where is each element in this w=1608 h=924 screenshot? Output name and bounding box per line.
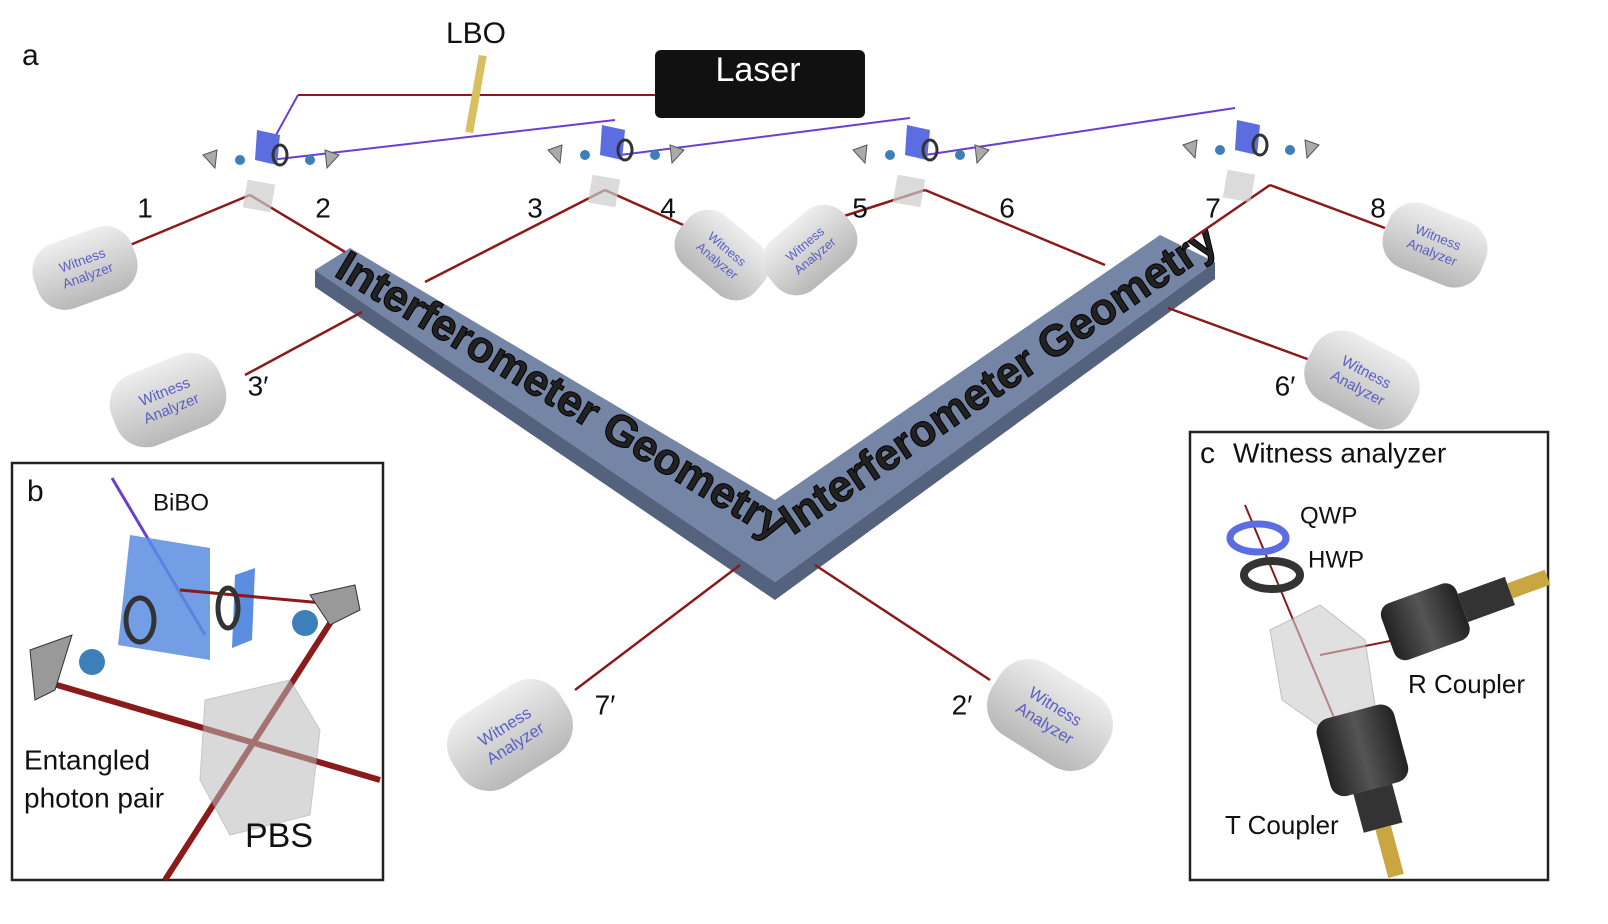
port-label: 5: [852, 192, 868, 223]
pbs: [242, 179, 276, 213]
r-coupler-label: R Coupler: [1408, 669, 1525, 699]
port-label: 7: [1205, 192, 1221, 223]
analyzer-body: [32, 226, 138, 310]
qwp-label: QWP: [1300, 502, 1357, 529]
entangled-label: photon pair: [24, 782, 164, 813]
port-label: 1: [137, 192, 153, 223]
bibo-label: BiBO: [153, 489, 209, 516]
port-label: 6′: [1275, 370, 1296, 401]
lbo-crystal: [465, 54, 487, 134]
port-label: 2′: [952, 689, 973, 720]
prism: [202, 149, 218, 170]
laser: Laser: [655, 50, 865, 118]
panel-b: b BiBO Entangled photon pair PBS: [10, 461, 385, 882]
panel-label: c: [1200, 437, 1215, 470]
port-label: 3′: [248, 370, 269, 401]
panel-c: c Witness analyzer QWP HWP R Coupler T C…: [1188, 430, 1551, 882]
waveplate: [271, 143, 289, 167]
panel-label: b: [27, 475, 44, 508]
lens: [885, 150, 895, 160]
lens: [305, 155, 315, 165]
prism: [1304, 139, 1320, 160]
waveplate: [921, 138, 939, 162]
port-label: 7′: [595, 689, 616, 720]
port-label: 2: [315, 192, 331, 223]
waveplate: [1251, 133, 1269, 157]
port-label: 3: [527, 192, 543, 223]
lens: [580, 150, 590, 160]
port-label: 8: [1370, 192, 1386, 223]
lens: [955, 150, 965, 160]
prism: [669, 144, 685, 165]
laser-label: Laser: [715, 51, 800, 89]
t-coupler-label: T Coupler: [1225, 810, 1339, 840]
port-label: 6: [999, 192, 1015, 223]
pbs: [892, 174, 926, 208]
photon-beams: [129, 183, 1386, 691]
prism: [852, 144, 868, 165]
port-label: 4: [660, 192, 676, 223]
analyzer-body: [762, 204, 858, 296]
prism: [547, 144, 563, 165]
prism: [324, 149, 340, 170]
ports: 1 2 3 4 5 6 7 8 3′ 6′ 7′ 2′: [137, 192, 1386, 720]
analyzer-body: [1382, 202, 1488, 288]
prism: [974, 144, 990, 165]
prism: [1182, 139, 1198, 160]
waveplate: [616, 138, 634, 162]
sources: [202, 120, 1320, 213]
pbs-label: PBS: [245, 817, 313, 855]
lbo-label: LBO: [446, 17, 506, 50]
panel-label: a: [22, 39, 39, 72]
pbs: [587, 174, 621, 208]
analyzer-body: [447, 679, 573, 791]
analyzer-body: [1304, 330, 1420, 430]
entangled-label: Entangled: [24, 744, 150, 775]
hwp-label: HWP: [1308, 546, 1364, 573]
analyzer-body: [109, 352, 227, 448]
analyzer-body: [674, 209, 770, 301]
lens: [650, 150, 660, 160]
lens: [1285, 145, 1295, 155]
lens: [235, 155, 245, 165]
panel-title: Witness analyzer: [1233, 437, 1446, 468]
pbs: [1222, 169, 1256, 203]
analyzer-body: [987, 659, 1113, 771]
lens: [1215, 145, 1225, 155]
